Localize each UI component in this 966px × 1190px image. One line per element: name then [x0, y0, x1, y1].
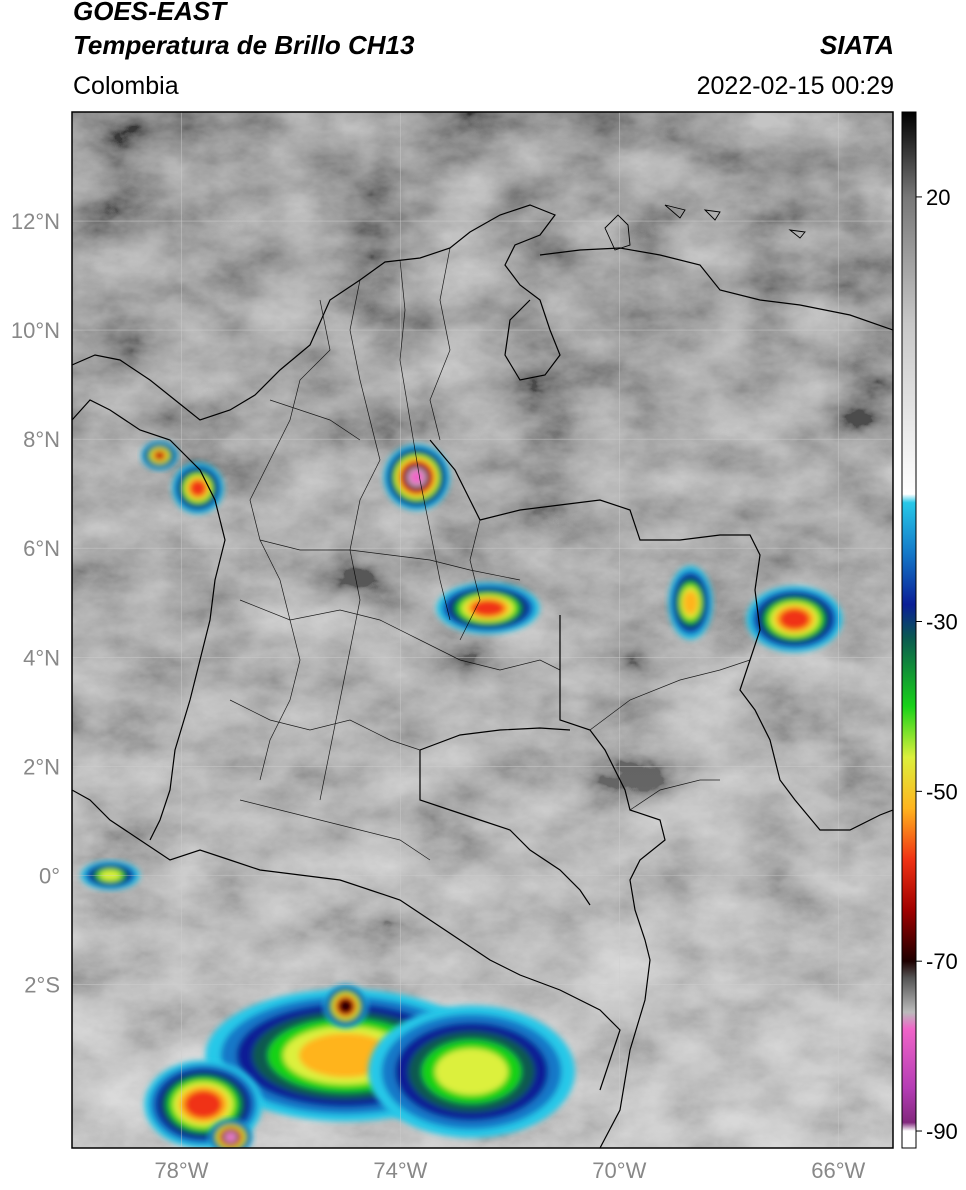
storm-cell — [368, 1005, 575, 1138]
satellite-title: GOES-EAST — [73, 0, 227, 26]
lat-tick-label: 4°N — [23, 645, 60, 670]
lat-tick-label: 2°N — [23, 754, 60, 779]
longitude-tick-labels: 78°W 74°W 70°W 66°W — [154, 1158, 865, 1183]
latitude-tick-labels: 12°N 10°N 8°N 6°N 4°N 2°N 0° 2°S — [11, 209, 60, 997]
department-borders — [229, 247, 751, 861]
region-label: Colombia — [73, 72, 179, 100]
lon-tick-label: 66°W — [811, 1158, 865, 1183]
lat-tick-label: 0° — [39, 863, 60, 888]
storm-cell-ring — [190, 1094, 217, 1115]
storm-cell — [668, 565, 713, 640]
lat-tick-label: 2°S — [24, 972, 60, 997]
storm-cell — [436, 582, 540, 634]
storm-cell-ring — [448, 1056, 495, 1087]
storm-cell-ring — [225, 1133, 236, 1142]
brand-label: SIATA — [819, 30, 894, 60]
colorbar-tick-label: -70 — [926, 949, 958, 974]
colorbar-ticks: 20 -30 -50 -70 -90 — [916, 185, 958, 1144]
storm-cell-ring — [685, 594, 696, 611]
storm-cell-ring — [409, 469, 425, 485]
islands — [604, 204, 806, 251]
country-borders — [72, 204, 893, 1148]
lat-tick-label: 8°N — [23, 427, 60, 452]
storm-cell-ring — [340, 1001, 351, 1012]
storm-cell — [323, 984, 368, 1029]
product-title: Temperatura de Brillo CH13 — [73, 30, 415, 60]
colorbar-tick-label: -90 — [926, 1119, 958, 1144]
lon-tick-label: 78°W — [154, 1158, 208, 1183]
storm-cell — [383, 444, 451, 511]
lon-tick-label: 70°W — [592, 1158, 646, 1183]
storm-cell-ring — [476, 602, 500, 614]
imagery-layer — [72, 112, 893, 1148]
storm-cell-ring — [155, 452, 164, 459]
datetime-label: 2022-02-15 00:29 — [696, 72, 894, 100]
storm-cells — [80, 440, 843, 1148]
storm-cell — [208, 1118, 253, 1148]
lat-tick-label: 10°N — [11, 318, 60, 343]
lat-tick-label: 6°N — [23, 536, 60, 561]
map-frame — [71, 111, 894, 1149]
storm-cell — [141, 440, 179, 471]
storm-cell-ring — [314, 1040, 377, 1071]
lat-tick-label: 12°N — [11, 209, 60, 234]
storm-cell — [172, 462, 224, 514]
lon-tick-label: 74°W — [373, 1158, 427, 1183]
colorbar-tick-label: -50 — [926, 779, 958, 804]
colorbar-tick-label: -30 — [926, 610, 958, 635]
storm-cell-ring — [783, 611, 806, 627]
colorbar-tick-label: 20 — [926, 185, 950, 210]
storm-cell — [746, 585, 843, 653]
storm-cell-ring — [192, 482, 204, 494]
colorbar — [901, 111, 917, 1149]
